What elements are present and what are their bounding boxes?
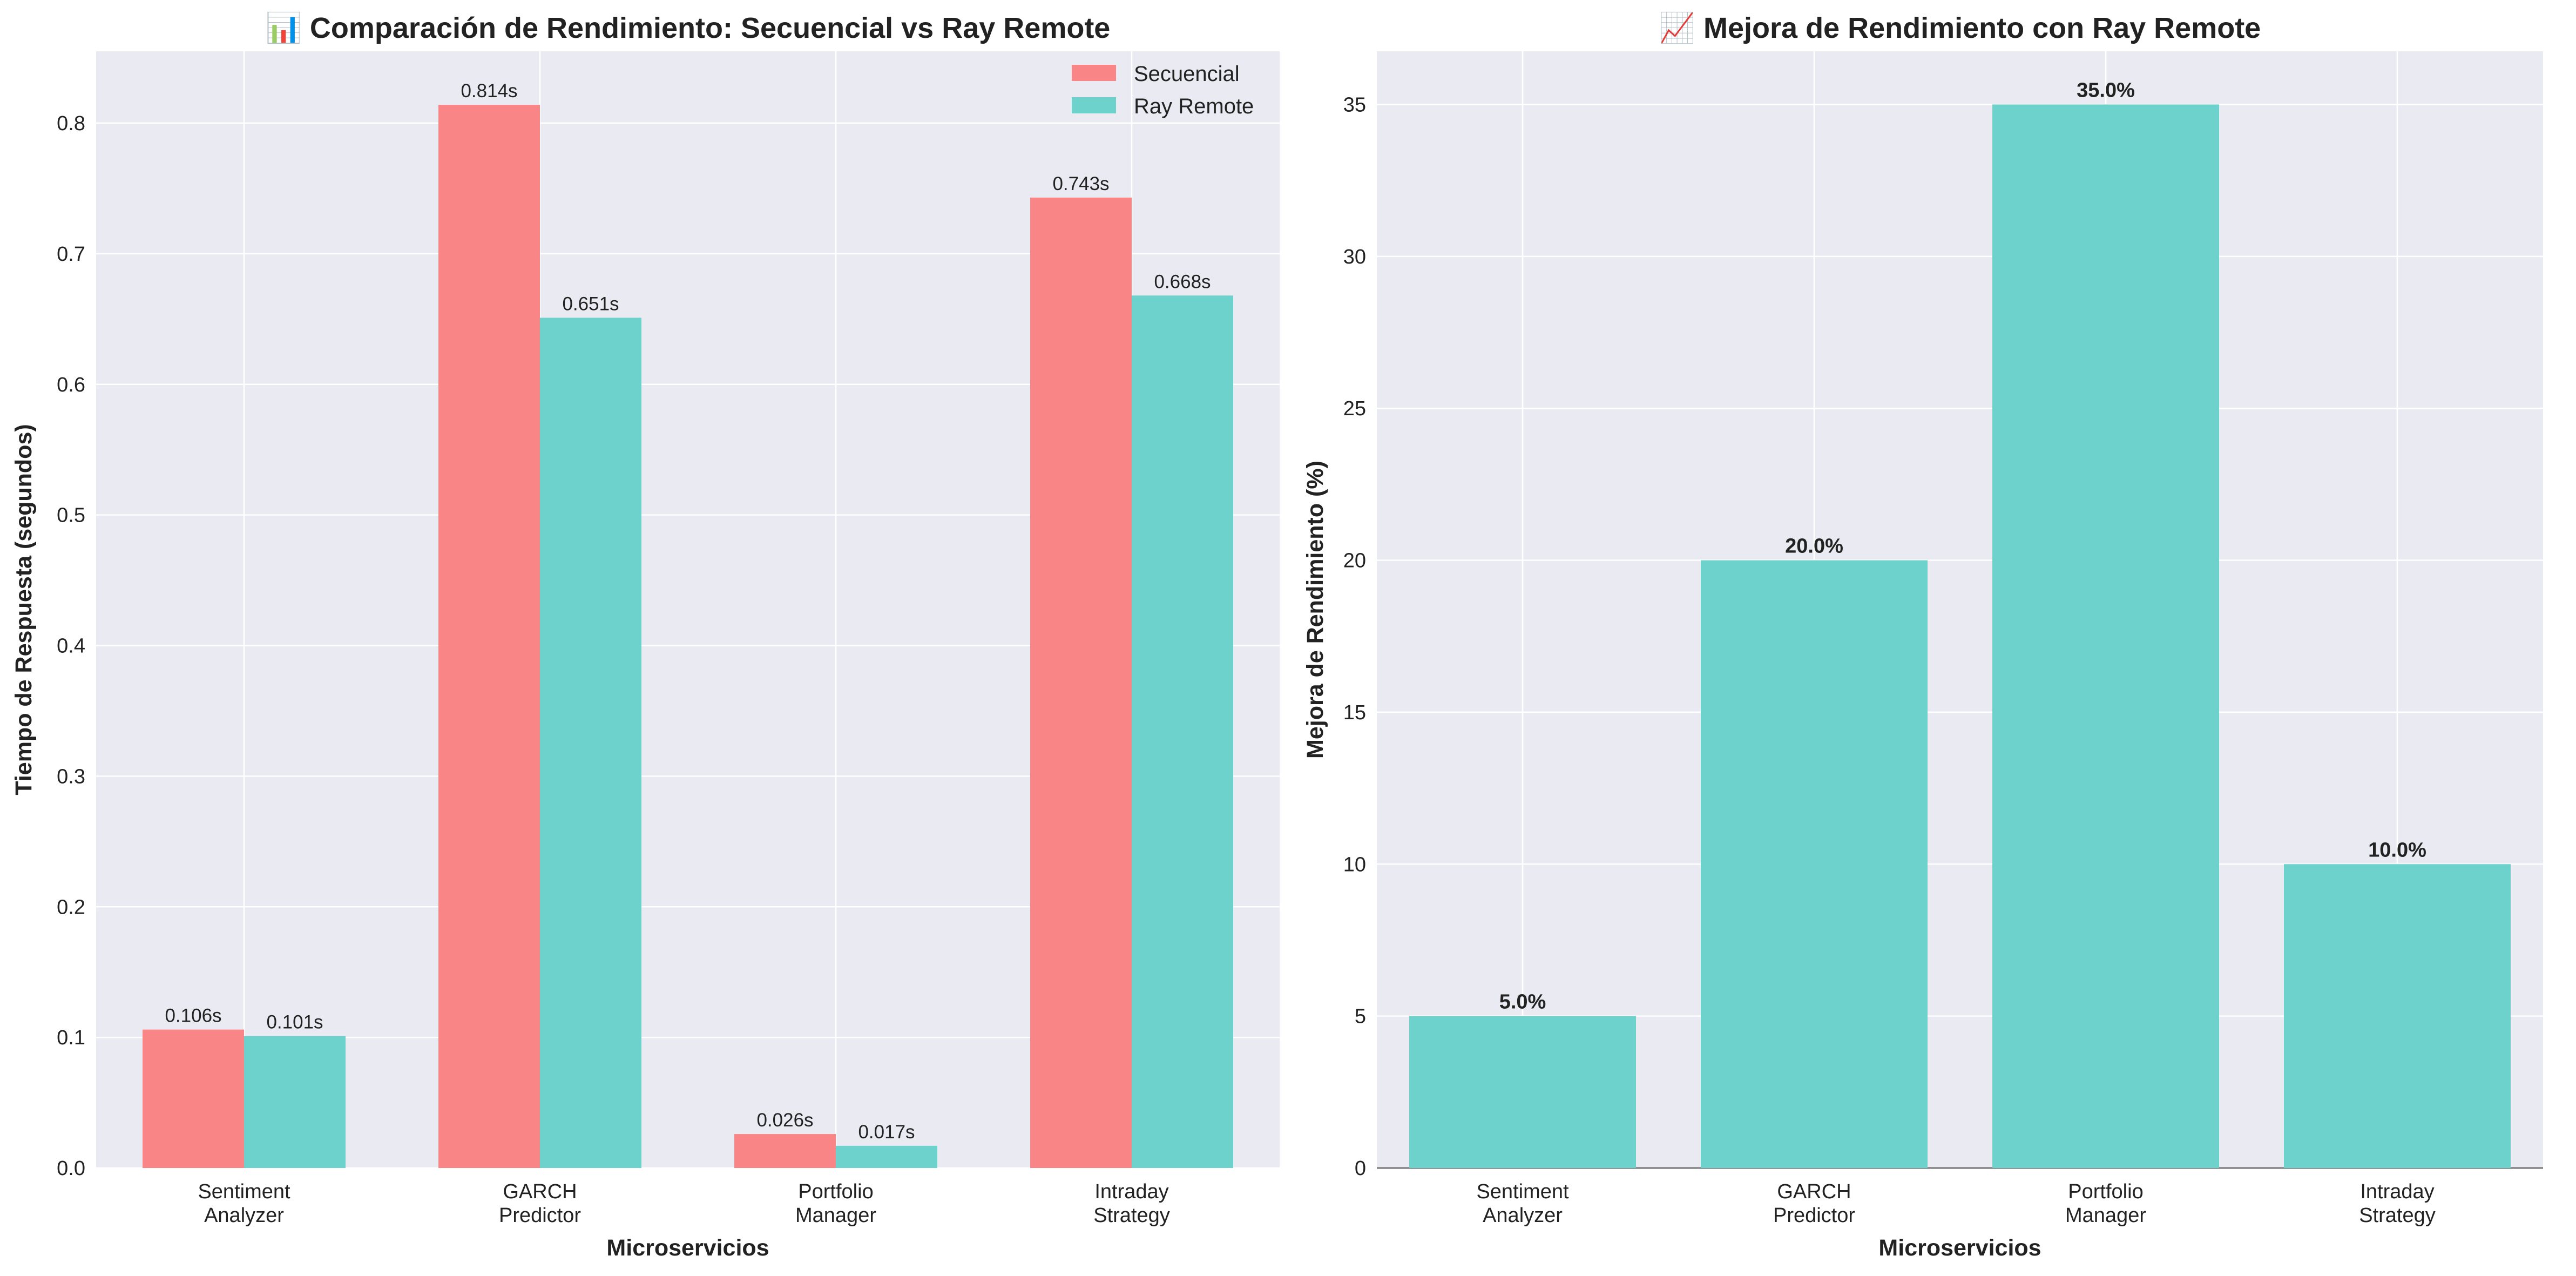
- data-label-mejora-portfolio-manager: 35.0%: [2077, 79, 2135, 102]
- bar-secuencial-sentiment-analyzer: [143, 1029, 244, 1168]
- x-tick-label-garch-predictor: GARCH Predictor: [499, 1180, 581, 1227]
- x-tick-label-garch-predictor: GARCH Predictor: [1773, 1180, 1855, 1227]
- x-tick-label-line: Intraday: [2360, 1180, 2434, 1203]
- bar-ray-remote-sentiment-analyzer: [244, 1036, 346, 1168]
- bar-ray-remote-portfolio-manager: [836, 1145, 937, 1168]
- x-tick-label-line: GARCH: [503, 1180, 577, 1203]
- y-tick-label-15: 15: [1343, 701, 1366, 724]
- y-tick-label-0-6: 0.6: [57, 374, 85, 396]
- x-tick-label-sentiment-analyzer: Sentiment Analyzer: [1476, 1180, 1569, 1227]
- left-tick-labels: 0.0 0.1 0.2 0.3 0.4 0.5 0.6 0.7 0.8 Sentiment Anal…: [57, 112, 1170, 1227]
- y-tick-label-0-1: 0.1: [57, 1027, 85, 1049]
- left-x-axis-label: Microservicios: [606, 1235, 769, 1261]
- data-label-ray-remote-portfolio-manager: 0.017s: [858, 1122, 915, 1143]
- bar-secuencial-garch-predictor: [438, 105, 540, 1169]
- y-tick-label-0-3: 0.3: [57, 765, 85, 788]
- data-label-ray-remote-garch-predictor: 0.651s: [562, 293, 619, 314]
- bar-mejora-sentiment-analyzer: [1409, 1016, 1636, 1168]
- y-tick-label-10: 10: [1343, 853, 1366, 876]
- data-label-ray-remote-sentiment-analyzer: 0.101s: [266, 1012, 323, 1033]
- right-chart-panel: 5.0% 20.0% 35.0% 10.0% 0 5 10 15 20 25 30 35 Sentim…: [1302, 11, 2543, 1261]
- y-tick-label-5: 5: [1355, 1005, 1366, 1028]
- bar-mejora-portfolio-manager: [1992, 104, 2219, 1168]
- data-label-mejora-intraday-strategy: 10.0%: [2368, 839, 2426, 861]
- right-chart-title: 📈 Mejora de Rendimiento con Ray Remote: [1659, 11, 2261, 44]
- bar-mejora-intraday-strategy: [2284, 864, 2511, 1168]
- bar-secuencial-intraday-strategy: [1030, 197, 1132, 1169]
- bar-ray-remote-garch-predictor: [540, 318, 641, 1169]
- left-chart-title: 📊 Comparación de Rendimiento: Secuencial…: [266, 11, 1111, 44]
- x-tick-label-line: Manager: [795, 1204, 876, 1227]
- x-tick-label-line: Analyzer: [1483, 1204, 1563, 1227]
- data-label-mejora-garch-predictor: 20.0%: [1785, 535, 1843, 558]
- x-tick-label-portfolio-manager: Portfolio Manager: [2065, 1180, 2146, 1227]
- y-tick-label-0-4: 0.4: [57, 635, 85, 658]
- x-tick-label-line: Analyzer: [204, 1204, 284, 1227]
- right-y-axis-label: Mejora de Rendimiento (%): [1302, 461, 1328, 759]
- x-tick-label-line: Strategy: [1093, 1204, 1170, 1227]
- left-bars: 0.106s 0.814s 0.026s 0.743s 0.101s 0.651s 0.01…: [143, 80, 1233, 1169]
- x-tick-label-line: Intraday: [1094, 1180, 1168, 1203]
- left-chart-panel: 0.106s 0.814s 0.026s 0.743s 0.101s 0.651s 0.01…: [11, 11, 1280, 1261]
- right-tick-labels: 0 5 10 15 20 25 30 35 Sentiment Analyzer GARCH Pred…: [1343, 93, 2436, 1227]
- bar-ray-remote-intraday-strategy: [1132, 295, 1233, 1168]
- bar-secuencial-portfolio-manager: [734, 1134, 836, 1168]
- right-x-axis-label: Microservicios: [1878, 1235, 2041, 1261]
- y-tick-label-30: 30: [1343, 246, 1366, 268]
- left-legend: Secuencial Ray Remote: [1072, 62, 1254, 118]
- data-label-ray-remote-intraday-strategy: 0.668s: [1154, 271, 1211, 292]
- y-tick-label-0-2: 0.2: [57, 896, 85, 919]
- x-tick-label-intraday-strategy: Intraday Strategy: [1093, 1180, 1170, 1227]
- x-tick-label-line: Manager: [2065, 1204, 2146, 1227]
- legend-label-ray-remote: Ray Remote: [1134, 94, 1254, 118]
- y-tick-label-35: 35: [1343, 93, 1366, 116]
- x-tick-label-line: Sentiment: [1476, 1180, 1569, 1203]
- data-label-secuencial-garch-predictor: 0.814s: [461, 80, 517, 102]
- left-y-axis-label: Tiempo de Respuesta (segundos): [11, 424, 37, 795]
- y-tick-label-25: 25: [1343, 397, 1366, 420]
- y-tick-label-0-8: 0.8: [57, 112, 85, 135]
- x-tick-label-line: Portfolio: [2068, 1180, 2143, 1203]
- x-tick-label-line: Predictor: [1773, 1204, 1855, 1227]
- legend-label-secuencial: Secuencial: [1134, 62, 1240, 86]
- x-tick-label-line: Sentiment: [198, 1180, 290, 1203]
- data-label-mejora-sentiment-analyzer: 5.0%: [1499, 991, 1546, 1014]
- y-tick-label-0-7: 0.7: [57, 243, 85, 266]
- y-tick-label-0-5: 0.5: [57, 504, 85, 527]
- right-bars: 5.0% 20.0% 35.0% 10.0%: [1409, 79, 2511, 1168]
- x-tick-label-sentiment-analyzer: Sentiment Analyzer: [198, 1180, 290, 1227]
- x-tick-label-line: Portfolio: [798, 1180, 873, 1203]
- legend-swatch-ray-remote: [1072, 97, 1116, 113]
- x-tick-label-intraday-strategy: Intraday Strategy: [2359, 1180, 2436, 1227]
- legend-swatch-secuencial: [1072, 65, 1116, 81]
- x-tick-label-portfolio-manager: Portfolio Manager: [795, 1180, 876, 1227]
- data-label-secuencial-intraday-strategy: 0.743s: [1052, 173, 1109, 194]
- x-tick-label-line: GARCH: [1777, 1180, 1851, 1203]
- x-tick-label-line: Strategy: [2359, 1204, 2436, 1227]
- y-tick-label-0-0: 0.0: [57, 1157, 85, 1180]
- data-label-secuencial-portfolio-manager: 0.026s: [756, 1110, 813, 1131]
- bar-mejora-garch-predictor: [1701, 560, 1928, 1168]
- data-label-secuencial-sentiment-analyzer: 0.106s: [165, 1005, 221, 1027]
- y-tick-label-0: 0: [1355, 1157, 1366, 1180]
- x-tick-label-line: Predictor: [499, 1204, 581, 1227]
- y-tick-label-20: 20: [1343, 550, 1366, 572]
